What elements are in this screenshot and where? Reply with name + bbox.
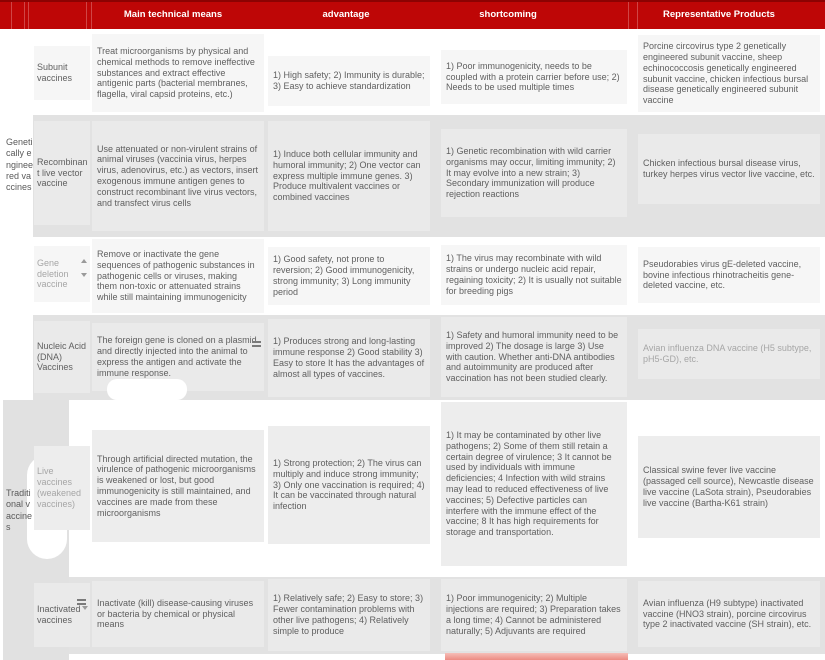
column-header-shortcoming: shortcoming [479, 9, 537, 20]
drag-handle-icon[interactable] [77, 603, 86, 605]
category-traditional: Traditional vaccines [6, 488, 33, 532]
drag-handle-icon[interactable] [81, 259, 87, 263]
row-label-live: Live vaccines (weakened vaccines) [34, 446, 90, 530]
cell-means: Inactivate (kill) disease-causing viruse… [92, 581, 264, 647]
header-divider [86, 2, 87, 29]
row-label-dna: Nucleic Acid (DNA) Vaccines [34, 321, 90, 393]
cell-advantage: 1) High safety; 2) Immunity is durable; … [268, 56, 430, 106]
cell-products: Avian influenza (H9 subtype) inactivated… [638, 581, 820, 647]
cell-advantage: 1) Relatively safe; 2) Easy to store; 3)… [268, 579, 430, 651]
header-divider [637, 2, 638, 29]
header-divider [11, 2, 12, 29]
header-divider [24, 2, 25, 29]
cell-advantage: 1) Good safety, not prone to reversion; … [268, 247, 430, 305]
column-header-products: Representative Products [663, 9, 775, 20]
cell-products: Chicken infectious bursal disease virus,… [638, 134, 820, 204]
row-label-gene-deletion: Gene deletion vaccine [34, 246, 90, 302]
cell-shortcoming: 1) Poor immunogenicity, needs to be coup… [441, 50, 627, 104]
cell-shortcoming: 1) Safety and humoral immunity need to b… [441, 317, 627, 397]
row-label-subunit: Subunit vaccines [34, 46, 90, 100]
header-divider [28, 2, 29, 29]
column-header-advantage: advantage [322, 9, 370, 20]
cell-shortcoming: 1) Genetic recombination with wild carri… [441, 129, 627, 217]
cell-means: Through artificial directed mutation, th… [92, 430, 264, 542]
cell-products: Classical swine fever live vaccine (pass… [638, 436, 820, 538]
cell-shortcoming: 1) Poor immunogenicity; 2) Multiple inje… [441, 579, 627, 651]
cell-products: Porcine circovirus type 2 genetically en… [638, 35, 820, 112]
row-label-recombinant: Recombinant live vector vaccine [34, 121, 90, 225]
cell-means: Use attenuated or non-virulent strains o… [92, 121, 264, 231]
cell-advantage: 1) Strong protection; 2) The virus can m… [268, 426, 430, 544]
cell-products: Pseudorabies virus gE-deleted vaccine, b… [638, 247, 820, 303]
drag-handle-icon[interactable] [82, 606, 88, 610]
drag-handle-icon[interactable] [77, 599, 86, 601]
category-genetically-engineered: Genetically engineered vaccines [6, 137, 34, 192]
cell-shortcoming: 1) The virus may recombinate with wild s… [441, 245, 627, 305]
text-lines-icon [252, 345, 261, 347]
cell-means: Treat microorganisms by physical and che… [92, 34, 264, 112]
table-header: Main technical means advantage shortcomi… [0, 0, 825, 29]
header-divider [628, 2, 629, 29]
row-label-inactivated: Inactivated vaccines [34, 583, 90, 647]
header-top-edge [0, 0, 825, 2]
cell-shortcoming: 1) It may be contaminated by other live … [441, 402, 627, 566]
header-divider [91, 2, 92, 29]
column-header-means: Main technical means [123, 9, 223, 20]
bottom-red-element-edge [445, 653, 628, 660]
text-lines-icon [252, 341, 261, 343]
cell-advantage: 1) Induce both cellular immunity and hum… [268, 121, 430, 231]
drag-handle-icon[interactable] [81, 273, 87, 277]
cell-means: Remove or inactivate the gene sequences … [92, 239, 264, 313]
cell-advantage: 1) Produces strong and long-lasting immu… [268, 319, 430, 397]
cell-products: Avian influenza DNA vaccine (H5 subtype,… [638, 329, 820, 379]
white-pill-artifact [107, 379, 187, 400]
